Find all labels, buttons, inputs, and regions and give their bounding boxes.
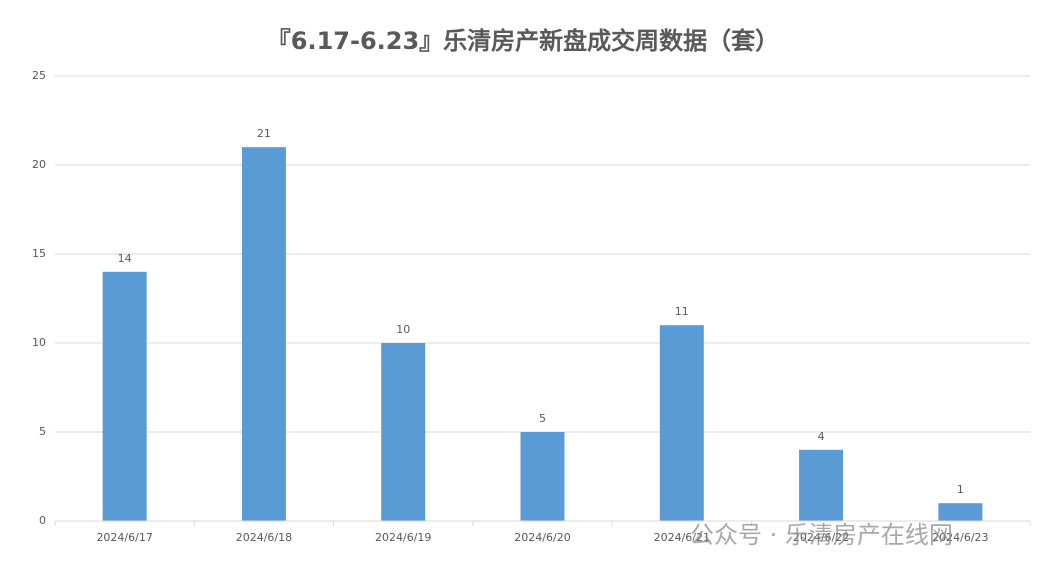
bar: [799, 449, 844, 521]
watermark: 公众号 · 乐清房产在线网: [690, 521, 953, 549]
value-label: 11: [675, 305, 689, 318]
value-label: 5: [539, 412, 546, 425]
value-label: 10: [396, 323, 410, 336]
bar: [520, 432, 565, 521]
bar: [241, 147, 286, 521]
x-tick-label: 2024/6/19: [375, 531, 431, 544]
chart-title: 『6.17-6.23』乐清房产新盘成交周数据（套）: [267, 27, 779, 55]
y-tick-label: 5: [39, 425, 46, 438]
x-tick-label: 2024/6/18: [236, 531, 292, 544]
y-tick-label: 15: [32, 247, 46, 260]
bar: [381, 343, 426, 521]
x-tick-label: 2024/6/17: [96, 531, 152, 544]
bar: [659, 325, 704, 521]
y-tick-label: 20: [32, 158, 46, 171]
bar: [102, 271, 147, 521]
y-tick-label: 25: [32, 69, 46, 82]
value-label: 1: [957, 483, 964, 496]
x-tick-label: 2024/6/20: [514, 531, 570, 544]
x-tick-label: 2024/6/23: [932, 531, 988, 544]
x-tick-label: 2024/6/22: [793, 531, 849, 544]
value-label: 21: [257, 127, 271, 140]
value-label: 4: [818, 430, 825, 443]
y-tick-label: 10: [32, 336, 46, 349]
value-label: 14: [118, 252, 132, 265]
x-tick-label: 2024/6/21: [654, 531, 710, 544]
bar: [938, 503, 983, 521]
y-tick-label: 0: [39, 514, 46, 527]
